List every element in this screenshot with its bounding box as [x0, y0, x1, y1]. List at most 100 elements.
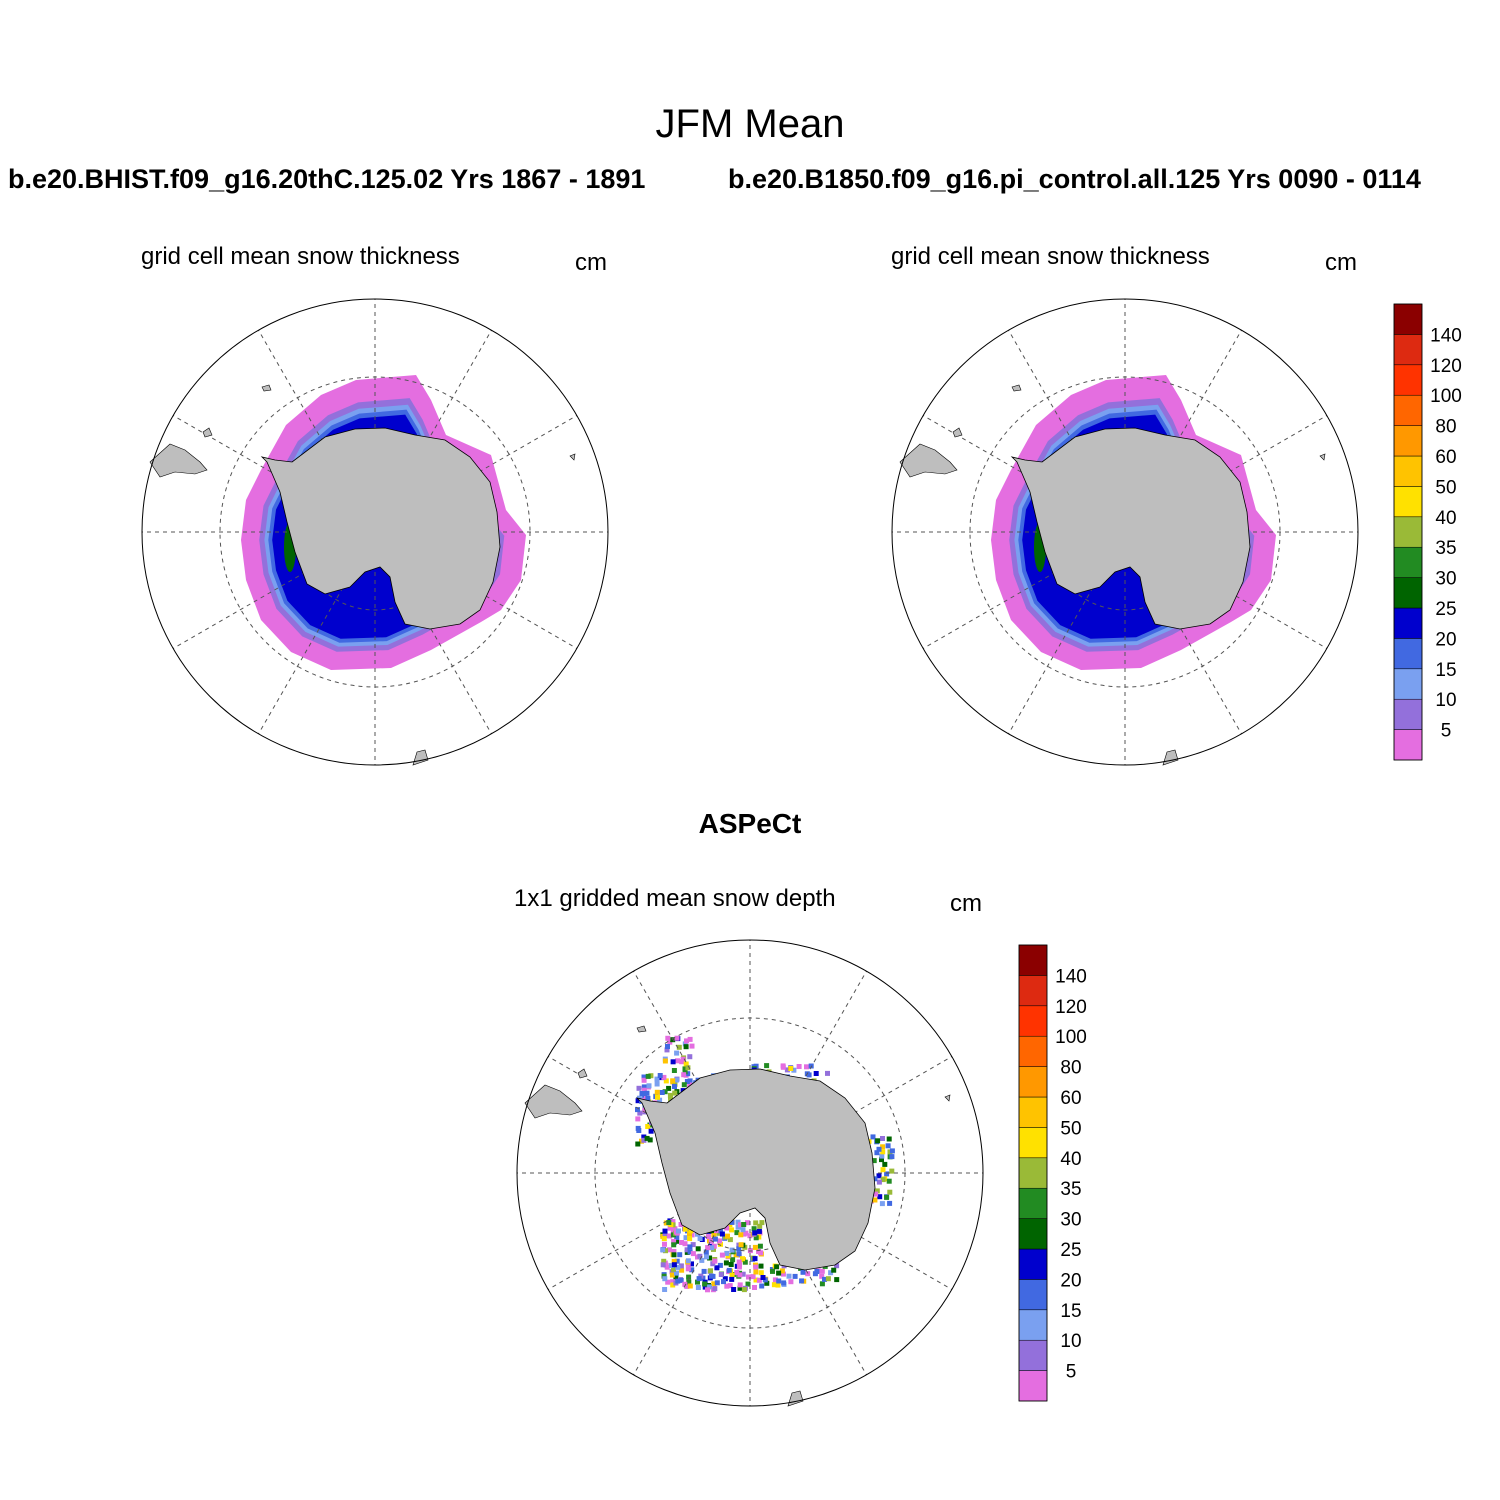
obs-snow-pixel — [679, 1267, 685, 1273]
obs-snow-pixel — [752, 1256, 758, 1262]
obs-snow-pixel — [672, 1090, 678, 1096]
obs-snow-pixel — [721, 1279, 726, 1285]
right-island — [1319, 453, 1326, 461]
obs-snow-pixel — [734, 1230, 740, 1236]
obs-snow-pixel — [671, 1239, 677, 1244]
obs-snow-pixel — [734, 1270, 740, 1275]
obs-snow-pixel — [887, 1200, 893, 1206]
obs-snow-pixel — [879, 1157, 884, 1163]
obs-snow-pixel — [687, 1231, 692, 1237]
obs-snow-pixel — [696, 1276, 702, 1282]
top-colorbar-color-box — [1393, 546, 1423, 578]
obs-snow-pixel — [719, 1231, 725, 1237]
obs-snow-pixel — [699, 1257, 705, 1263]
obs-snow-pixel — [879, 1153, 885, 1159]
bottom-colorbar-tick-label: 40 — [1060, 1149, 1081, 1170]
bottom-colorbar-tick-label: 50 — [1060, 1118, 1081, 1139]
obs-snow-pixel — [662, 1287, 668, 1292]
obs-snow-pixel — [752, 1244, 758, 1250]
obs-snow-pixel — [674, 1235, 680, 1240]
obs-antarctica — [635, 1068, 876, 1271]
bottom-colorbar-frame — [1018, 944, 1048, 1402]
obs-snow-pixel — [668, 1263, 674, 1269]
obs-snow-pixel — [791, 1067, 797, 1073]
obs-snow-pixel — [712, 1236, 718, 1242]
obs-snow-pixel — [711, 1281, 717, 1287]
obs-snow-pixel — [664, 1047, 670, 1053]
obs-snow-pixel — [655, 1094, 660, 1100]
obs-snow-pixel — [702, 1281, 708, 1287]
obs-snow-pixel — [661, 1074, 667, 1080]
obs-snow-pixel — [660, 1262, 666, 1268]
obs-snow-pixel — [705, 1287, 710, 1293]
obs-snow-pixel — [667, 1233, 673, 1239]
bottom-colorbar-tick-label: 25 — [1060, 1240, 1081, 1261]
obs-snow-pixel — [659, 1090, 665, 1095]
right-map-border — [891, 298, 1359, 766]
right-meridian — [1124, 531, 1328, 649]
top-colorbar-tick-label: 5 — [1441, 721, 1452, 742]
obs-snow-pixel — [747, 1233, 753, 1239]
obs-snow-pixel — [757, 1223, 763, 1229]
obs-snow-pixel — [668, 1094, 673, 1100]
obs-snow-pixel — [756, 1234, 762, 1240]
right-case-title: b.e20.B1850.f09_g16.pi_control.all.125 Y… — [728, 164, 1421, 194]
obs-snow-pixel — [724, 1250, 730, 1256]
obs-snow-pixel — [880, 1167, 886, 1173]
obs-snow-pixel — [705, 1245, 711, 1251]
obs-snow-pixel — [714, 1265, 720, 1271]
obs-snow-pixel — [753, 1235, 759, 1241]
obs-snow-pixel — [671, 1262, 677, 1268]
obs-snow-pixel — [874, 1150, 880, 1156]
obs-snow-pixel — [670, 1078, 676, 1084]
obs-snow-pixel — [879, 1201, 885, 1207]
left-antarctica — [260, 427, 501, 630]
obs-snow-pixel — [758, 1263, 764, 1269]
obs-snow-pixel — [645, 1073, 651, 1079]
obs-snow-pixel — [737, 1285, 743, 1291]
obs-island — [577, 1068, 588, 1079]
obs-snow-pixel — [872, 1197, 878, 1203]
top-colorbar-tick-label: 30 — [1435, 569, 1456, 590]
obs-snow-pixel — [677, 1252, 683, 1258]
obs-snow-pixel — [660, 1247, 666, 1253]
obs-snow-pixel — [672, 1226, 678, 1232]
obs-snow-pixel — [742, 1259, 748, 1265]
obs-snow-pixel — [687, 1036, 693, 1042]
obs-snow-pixel — [644, 1090, 650, 1096]
obs-snow-pixel — [662, 1241, 667, 1247]
left-island — [569, 453, 576, 461]
obs-snow-pixel — [709, 1245, 715, 1251]
obs-snow-pixel — [673, 1275, 679, 1281]
obs-snow-pixel — [663, 1248, 668, 1254]
obs-snow-pixel — [695, 1246, 701, 1252]
obs-snow-pixel — [683, 1044, 689, 1050]
obs-snow-pixel — [726, 1267, 732, 1273]
obs-snow-pixel — [648, 1073, 654, 1079]
obs-snow-pixel — [682, 1281, 688, 1287]
obs-snow-pixel — [759, 1220, 765, 1226]
obs-snow-pixel — [741, 1222, 747, 1227]
right-panel-label: grid cell mean snow thickness — [891, 243, 1210, 270]
obs-snow-pixel — [684, 1247, 690, 1253]
obs-snow-pixel — [663, 1220, 669, 1226]
right-polar-map — [891, 298, 1359, 766]
obs-snow-pixel — [682, 1226, 688, 1232]
left-meridian — [374, 415, 578, 533]
obs-snow-pixel — [695, 1279, 700, 1285]
obs-snow-pixel — [780, 1064, 786, 1070]
obs-snow-pixel — [695, 1285, 701, 1290]
obs-map-border — [516, 939, 984, 1407]
obs-snow-pixel — [740, 1227, 746, 1233]
obs-snow-pixel — [804, 1064, 809, 1070]
obs-snow-pixel — [662, 1089, 668, 1095]
top-colorbar: 5 10 15 20 25 30 35 40 50 60 80 100 120 140 — [1393, 303, 1462, 761]
obs-snow-pixel — [684, 1079, 690, 1084]
top-colorbar-tick-label: 40 — [1435, 508, 1456, 529]
obs-snow-pixel — [636, 1085, 642, 1091]
top-colorbar-color-box — [1393, 729, 1423, 761]
bottom-colorbar-color-box — [1018, 1035, 1048, 1067]
obs-snow-pixel — [752, 1285, 757, 1290]
obs-snow-pixel — [886, 1178, 892, 1184]
obs-snow-pixel — [737, 1272, 743, 1278]
